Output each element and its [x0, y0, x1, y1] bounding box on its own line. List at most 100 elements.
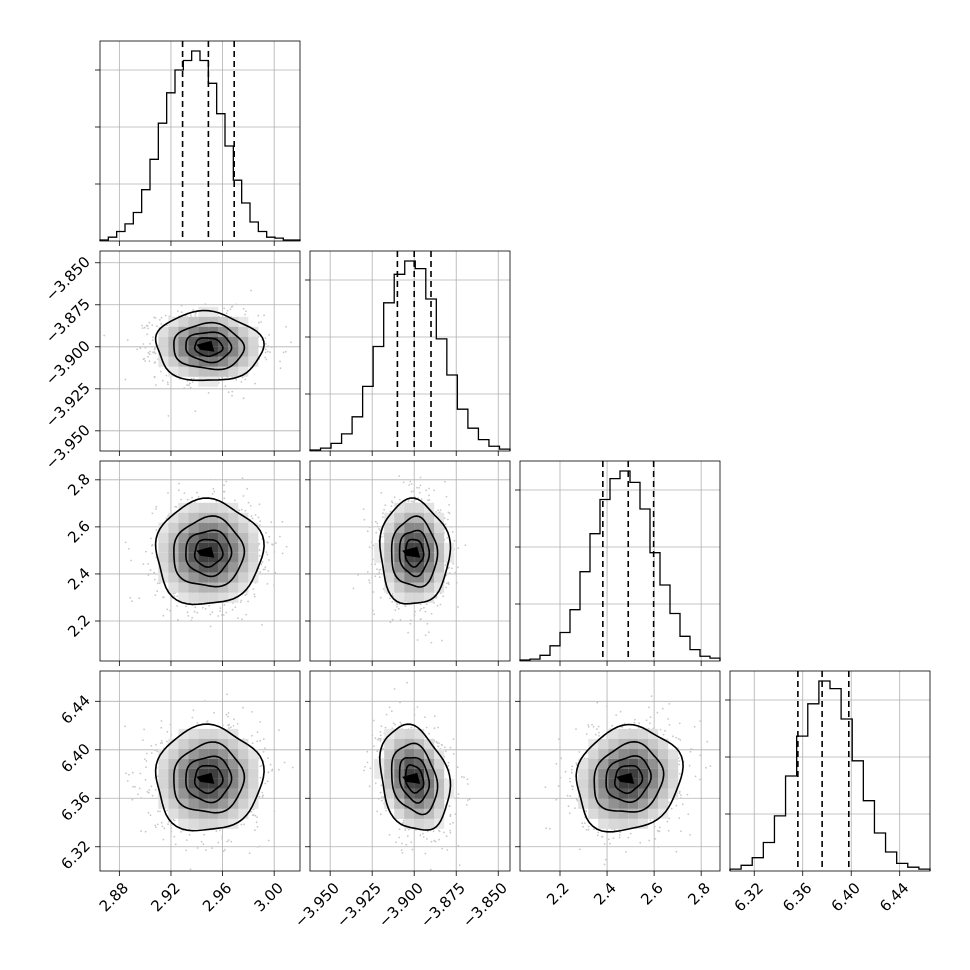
scatter-point — [420, 498, 423, 500]
scatter-point — [376, 522, 379, 525]
density-cell — [198, 356, 209, 367]
density-cell — [248, 562, 259, 573]
scatter-point — [238, 509, 241, 512]
scatter-point — [258, 543, 261, 545]
scatter-point — [444, 564, 447, 567]
y-tick-label: 2.2 — [64, 611, 94, 641]
density-cell — [168, 356, 179, 367]
density-cell — [198, 336, 209, 347]
y-tick-label: −3.925 — [42, 379, 94, 431]
scatter-point — [160, 726, 163, 729]
scatter-point — [428, 487, 430, 490]
scatter-point — [224, 385, 227, 387]
scatter-point — [223, 490, 226, 493]
density-cell — [208, 336, 219, 347]
density-cell — [198, 582, 209, 593]
density-cell — [208, 552, 219, 563]
scatter-point — [371, 547, 374, 549]
scatter-point — [197, 496, 200, 498]
scatter-point — [142, 739, 144, 741]
scatter-point — [244, 313, 247, 316]
density-cell — [404, 572, 415, 583]
scatter-point — [285, 326, 287, 328]
density-cell — [218, 366, 229, 377]
scatter-point — [396, 605, 398, 608]
scatter-point — [162, 614, 165, 617]
scatter-point — [410, 490, 413, 493]
scatter-point — [147, 563, 150, 565]
panel-frame — [99, 250, 301, 452]
density-cell — [228, 562, 239, 573]
scatter-point — [258, 845, 261, 848]
scatter-point — [193, 610, 196, 613]
density-cell — [198, 306, 209, 317]
histogram-panel-2 — [520, 461, 720, 661]
scatter-point — [284, 350, 287, 353]
scatter-point — [237, 617, 239, 619]
x-tick-label: 6.36 — [779, 879, 815, 915]
scatter-point — [153, 348, 156, 351]
scatter-point — [253, 593, 256, 596]
scatter-point — [153, 376, 156, 379]
density-cell — [178, 552, 189, 563]
scatter-point — [391, 601, 394, 603]
scatter-point — [183, 492, 186, 494]
scatter-point — [410, 483, 413, 485]
contour-line — [154, 309, 265, 382]
scatter-point — [372, 591, 375, 593]
scatter-point — [172, 592, 175, 595]
scatter-point — [155, 529, 158, 531]
density-cell — [188, 356, 199, 367]
density-cell — [238, 562, 249, 573]
scatter-point — [438, 511, 441, 513]
scatter-point — [428, 631, 430, 633]
y-tick-label: −3.875 — [42, 295, 94, 347]
scatter-point — [196, 611, 199, 614]
density-cell — [404, 592, 415, 603]
density-cell — [188, 336, 199, 347]
density-peak — [196, 340, 215, 352]
scatter-point — [242, 307, 245, 310]
scatter-point — [240, 599, 243, 602]
scatter-point — [379, 596, 382, 599]
scatter-point — [211, 847, 214, 849]
contour-line — [193, 538, 224, 568]
density-cell — [168, 522, 179, 533]
scatter-point — [248, 852, 251, 854]
scatter-point — [204, 608, 207, 610]
density-cell — [188, 502, 199, 513]
scatter-point — [264, 348, 267, 351]
scatter-point — [257, 516, 260, 519]
scatter-point — [126, 339, 129, 341]
scatter-point — [157, 810, 159, 813]
density-cell — [218, 326, 229, 337]
scatter-point — [249, 505, 252, 507]
density-cell — [168, 346, 179, 357]
scatter-point — [450, 526, 453, 528]
contour-line — [154, 497, 265, 606]
density-cell — [158, 552, 169, 563]
scatter-point — [167, 823, 169, 826]
density-cell — [188, 582, 199, 593]
scatter-point — [159, 742, 162, 744]
density-cell — [208, 562, 219, 573]
scatter-point — [409, 480, 412, 483]
scatter-point — [372, 558, 374, 561]
density-cell — [188, 562, 199, 573]
scatter-point — [223, 604, 226, 606]
scatter-point — [451, 567, 453, 570]
scatter-point — [215, 830, 218, 832]
scatter-point — [425, 489, 428, 492]
density-cell — [208, 366, 219, 377]
scatter-point — [127, 548, 130, 550]
scatter-point — [269, 351, 271, 353]
scatter-point — [252, 588, 255, 590]
scatter-point — [374, 520, 377, 523]
scatter-point — [430, 612, 433, 615]
density-cell — [414, 572, 425, 583]
scatter-point — [428, 499, 431, 501]
scatter-point — [382, 512, 384, 515]
panel-frame — [309, 250, 511, 452]
scatter-point — [352, 587, 355, 590]
scatter-point — [404, 605, 407, 608]
